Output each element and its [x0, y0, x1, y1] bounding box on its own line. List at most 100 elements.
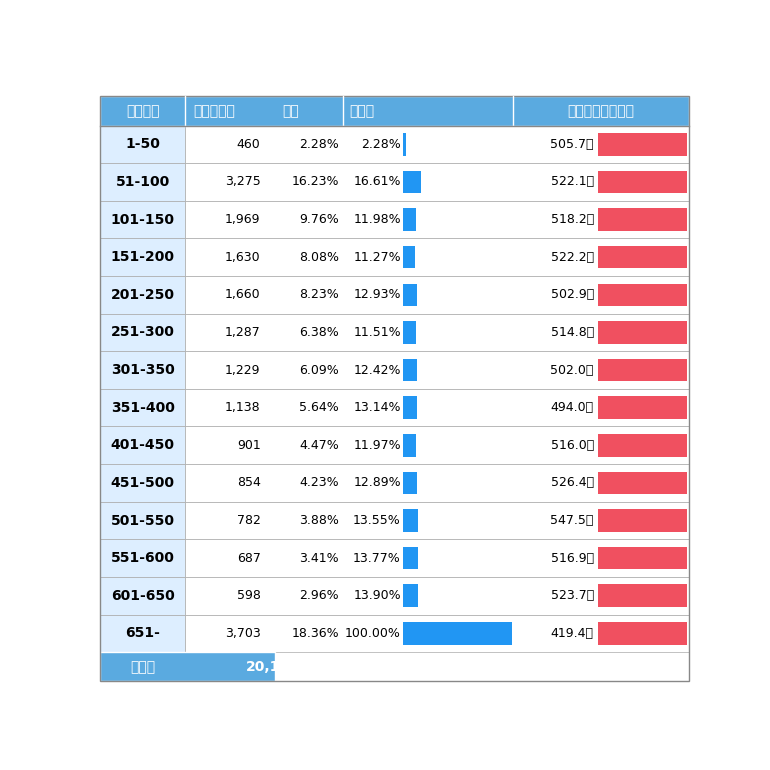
- Bar: [100, 239, 186, 276]
- Text: サンプル数: サンプル数: [193, 104, 235, 118]
- Bar: [186, 276, 689, 313]
- Bar: [186, 539, 689, 577]
- Text: 251-300: 251-300: [111, 326, 175, 340]
- Text: 全合計: 全合計: [130, 660, 156, 674]
- Text: 12.89%: 12.89%: [353, 477, 401, 490]
- Bar: [598, 246, 687, 269]
- Bar: [186, 614, 689, 652]
- Text: 598: 598: [236, 589, 260, 602]
- Bar: [100, 577, 186, 614]
- Bar: [100, 502, 186, 539]
- Bar: [186, 351, 689, 389]
- Text: 151-200: 151-200: [111, 250, 175, 264]
- Text: 494.0果: 494.0果: [551, 401, 594, 414]
- Bar: [186, 577, 689, 614]
- Bar: [100, 539, 186, 577]
- Text: 当選率: 当選率: [349, 104, 374, 118]
- Text: 振分: 振分: [283, 104, 299, 118]
- Text: 1,229: 1,229: [225, 363, 260, 377]
- Bar: [100, 389, 186, 427]
- Text: 101-150: 101-150: [111, 213, 175, 226]
- Text: 505.7果: 505.7果: [551, 138, 594, 151]
- Text: 12.93%: 12.93%: [353, 288, 401, 301]
- Text: 13.90%: 13.90%: [353, 589, 401, 602]
- Bar: [186, 464, 689, 502]
- Bar: [186, 427, 689, 464]
- Text: 1,138: 1,138: [225, 401, 260, 414]
- Text: 16.61%: 16.61%: [353, 176, 401, 189]
- Text: 301-350: 301-350: [111, 363, 175, 377]
- Text: 401-450: 401-450: [111, 438, 175, 452]
- Text: 9.76%: 9.76%: [299, 213, 339, 226]
- Bar: [598, 171, 687, 193]
- Text: 3,275: 3,275: [225, 176, 260, 189]
- Text: 2.28%: 2.28%: [361, 138, 401, 151]
- Text: 547.5果: 547.5果: [551, 514, 594, 527]
- Bar: [403, 246, 415, 269]
- Bar: [598, 509, 687, 532]
- Text: 523.7果: 523.7果: [551, 589, 594, 602]
- Bar: [598, 359, 687, 381]
- Text: 20,173: 20,173: [246, 660, 300, 674]
- Bar: [598, 434, 687, 457]
- Text: 526.4果: 526.4果: [551, 477, 594, 490]
- Bar: [598, 622, 687, 644]
- Bar: [100, 313, 186, 351]
- Bar: [100, 126, 186, 163]
- Text: 8.08%: 8.08%: [299, 251, 339, 263]
- Text: 854: 854: [236, 477, 260, 490]
- Text: 13.77%: 13.77%: [353, 551, 401, 564]
- Text: 651-: 651-: [126, 626, 160, 641]
- Text: 516.0果: 516.0果: [551, 439, 594, 452]
- Bar: [403, 283, 417, 306]
- Bar: [598, 547, 687, 570]
- Text: 601-650: 601-650: [111, 589, 175, 603]
- Bar: [100, 163, 186, 201]
- Text: 518.2果: 518.2果: [551, 213, 594, 226]
- Bar: [186, 201, 689, 239]
- Text: 4.23%: 4.23%: [300, 477, 339, 490]
- Bar: [403, 434, 416, 457]
- Bar: [100, 652, 274, 681]
- Bar: [403, 359, 417, 381]
- Bar: [403, 171, 421, 193]
- Text: 13.14%: 13.14%: [353, 401, 401, 414]
- Text: 901: 901: [237, 439, 260, 452]
- Text: ゲーム数: ゲーム数: [126, 104, 159, 118]
- Bar: [403, 133, 406, 156]
- Text: 11.27%: 11.27%: [353, 251, 401, 263]
- Bar: [186, 502, 689, 539]
- Text: 6.38%: 6.38%: [299, 326, 339, 339]
- Bar: [403, 471, 417, 494]
- Text: 501-550: 501-550: [111, 514, 175, 527]
- Bar: [100, 614, 186, 652]
- Bar: [598, 397, 687, 419]
- Bar: [403, 547, 418, 570]
- Text: 11.98%: 11.98%: [353, 213, 401, 226]
- Bar: [598, 584, 687, 607]
- Text: 419.4果: 419.4果: [551, 627, 594, 640]
- Text: 18.36%: 18.36%: [291, 627, 339, 640]
- Bar: [100, 201, 186, 239]
- Text: 1-50: 1-50: [126, 137, 160, 152]
- Bar: [598, 133, 687, 156]
- Text: 16.23%: 16.23%: [291, 176, 339, 189]
- Bar: [186, 313, 689, 351]
- Bar: [403, 208, 416, 231]
- Bar: [100, 96, 689, 126]
- Bar: [186, 126, 689, 163]
- Bar: [100, 276, 186, 313]
- Text: 451-500: 451-500: [111, 476, 175, 490]
- Text: 522.2果: 522.2果: [551, 251, 594, 263]
- Bar: [598, 321, 687, 343]
- Text: 516.9果: 516.9果: [551, 551, 594, 564]
- Text: 351-400: 351-400: [111, 400, 175, 415]
- Text: 460: 460: [237, 138, 260, 151]
- Bar: [598, 471, 687, 494]
- Bar: [598, 283, 687, 306]
- Bar: [403, 509, 418, 532]
- Text: 1,287: 1,287: [225, 326, 260, 339]
- Bar: [100, 351, 186, 389]
- Bar: [186, 239, 689, 276]
- Text: 初当たり期待果数: 初当たり期待果数: [567, 104, 634, 118]
